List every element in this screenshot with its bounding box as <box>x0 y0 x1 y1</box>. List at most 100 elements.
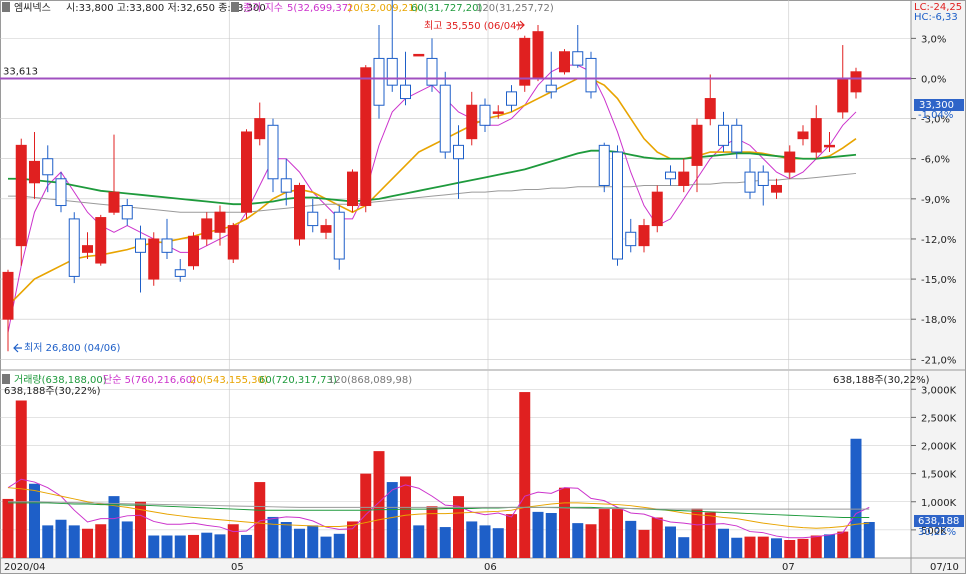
volume-bar <box>267 516 279 558</box>
candle-body <box>95 217 107 264</box>
volume-bar <box>506 514 517 558</box>
candle-body <box>598 144 610 186</box>
candle-body <box>439 84 451 153</box>
candle-body <box>347 171 358 207</box>
volume-bar <box>188 534 199 558</box>
volume-bar <box>254 482 266 558</box>
volume-ma120-line <box>8 501 870 510</box>
candle-body <box>15 144 27 247</box>
volume-bar <box>625 520 637 558</box>
volume-bar <box>214 534 226 558</box>
volume-bar <box>665 526 676 558</box>
candle-body <box>744 171 756 193</box>
volume-ma60-line <box>8 502 870 518</box>
candle-body <box>413 53 425 57</box>
candle-body <box>280 178 292 193</box>
volume-bar <box>678 537 690 558</box>
volume-bar <box>837 531 849 558</box>
volume-current-right: 638,188주(30,22%) <box>833 375 930 386</box>
volume-bar <box>718 528 729 558</box>
volume-bar <box>479 525 491 558</box>
x-label-07-10: 07/10 <box>930 562 959 573</box>
candle-body <box>188 235 199 267</box>
price-tick-label: -21,0% <box>921 355 956 366</box>
candle-body <box>519 37 531 86</box>
stock-name: 엠씨넥스 <box>14 2 51 14</box>
candle-body <box>320 225 332 233</box>
volume-bar <box>121 521 133 558</box>
candle-body <box>360 67 372 207</box>
volume-bar <box>731 537 743 558</box>
candle-body <box>42 158 54 176</box>
volume-bar <box>360 473 372 558</box>
price-tick-label: -15,0% <box>921 275 956 286</box>
candle-body <box>135 238 146 253</box>
volume-bar <box>572 523 584 558</box>
candle-body <box>545 84 557 93</box>
candle-body <box>148 238 160 280</box>
price-tick-label: -9,0% <box>921 195 950 206</box>
price-ma60-line <box>8 149 857 206</box>
volume-bar <box>347 521 358 558</box>
candle-body <box>704 98 716 120</box>
ma60-legend: 60(31,727,20) <box>411 3 483 14</box>
candle-body <box>585 57 597 93</box>
candle-body <box>82 245 93 253</box>
candle-body <box>678 171 690 186</box>
candle-body <box>307 211 319 227</box>
candle-body <box>267 124 279 180</box>
volume-ma5-line <box>7 478 870 539</box>
volume-bar <box>704 512 716 558</box>
candle-body <box>241 131 252 213</box>
volume-bar <box>68 525 80 558</box>
candle-body <box>55 178 67 207</box>
volume-bar <box>161 535 173 558</box>
volume-bar <box>55 519 67 558</box>
volume-bar <box>863 522 875 558</box>
volume-tick-label: 2,000K <box>921 442 957 453</box>
candle-body <box>810 118 822 153</box>
vol-ma60-legend: 60(720,317,73) <box>259 375 337 386</box>
ma20-legend: 20(32,009,21) <box>347 3 419 14</box>
volume-bar <box>2 498 14 558</box>
ma120-legend: 120(31,257,72) <box>476 3 554 14</box>
current-price-box <box>914 99 964 111</box>
candle-body <box>559 51 570 73</box>
candle-body <box>108 191 120 213</box>
right-axis-panel <box>911 0 966 574</box>
candle-body <box>426 57 438 86</box>
volume-bar <box>784 540 796 558</box>
candle-body <box>121 205 133 220</box>
volume-bar <box>585 524 597 558</box>
volume-bar <box>638 529 650 558</box>
candle-body <box>400 84 411 100</box>
high-annotation: 최고 35,550 (06/04) <box>424 20 520 32</box>
price-tick-label: 3,0% <box>921 34 946 45</box>
vol-ma120-legend: 120(868,089,98) <box>328 375 412 386</box>
volume-bar <box>148 535 160 558</box>
price-axis-ticks: 3,0% 0,0% -3,0% -6,0% -9,0% -12,0% -15,0% -18,0… <box>911 34 956 366</box>
x-label-05: 05 <box>231 562 244 573</box>
volume-axis-ticks: 3,000K 2,500K 2,000K 1,500K 1,000K 500K <box>911 385 957 537</box>
grid-lines <box>0 0 911 558</box>
volume-bar <box>492 528 504 558</box>
candle-body <box>492 111 504 114</box>
candle-body <box>506 91 517 106</box>
low-arrow-icon <box>13 343 22 353</box>
volume-bar <box>453 496 464 558</box>
volume-bar <box>651 517 663 558</box>
candle-body <box>68 218 80 277</box>
candle-body <box>373 57 385 106</box>
volume-bar <box>82 528 93 558</box>
candle-body <box>386 57 398 86</box>
volume-bar <box>612 509 623 558</box>
volume-bar <box>426 506 438 558</box>
volume-tick-label: 500K <box>921 526 947 537</box>
candle-body <box>214 211 226 233</box>
volume-bar <box>373 451 385 558</box>
volume-tick-label: 2,500K <box>921 413 957 424</box>
volume-bar <box>29 483 40 558</box>
candle-body <box>161 238 173 253</box>
current-volume: 638,188 <box>918 516 959 527</box>
